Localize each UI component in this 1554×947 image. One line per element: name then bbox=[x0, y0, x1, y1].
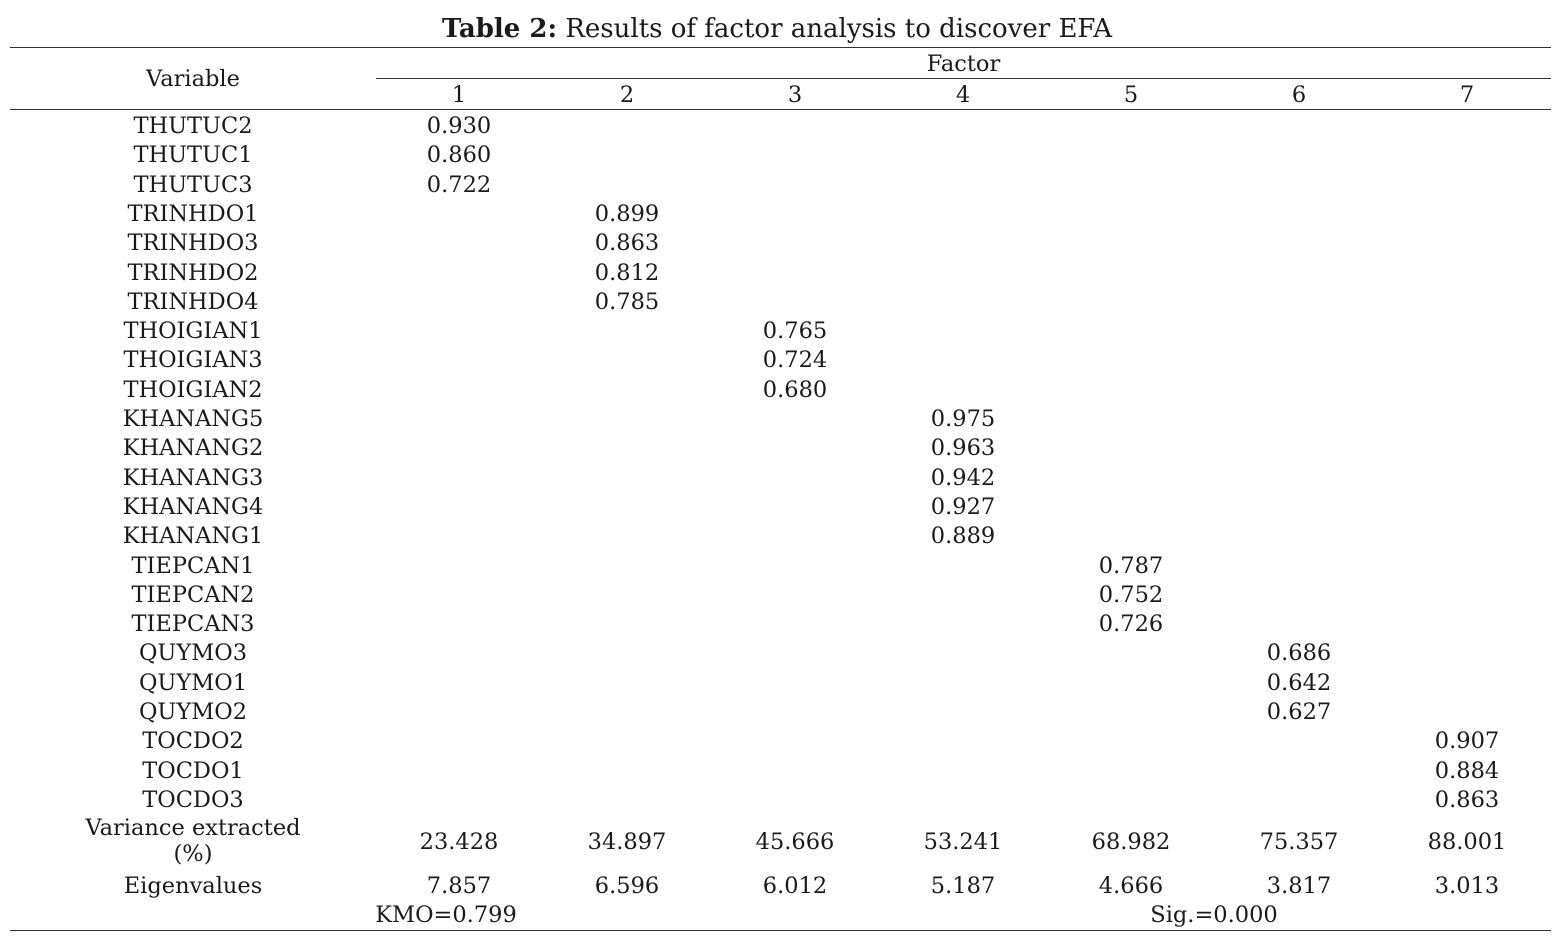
variable-name: TRINHDO3 bbox=[127, 230, 259, 256]
variable-name: THOIGIAN1 bbox=[123, 318, 263, 344]
factor-header: Factor bbox=[926, 51, 1001, 77]
variance-value: 53.241 bbox=[923, 829, 1003, 855]
variance-value: 75.357 bbox=[1259, 829, 1339, 855]
table-title: Table 2: Results of factor analysis to d… bbox=[0, 13, 1554, 45]
factor-loading: 0.765 bbox=[762, 318, 828, 344]
variable-name: TOCDO3 bbox=[142, 787, 244, 813]
eigenvalue: 4.666 bbox=[1098, 873, 1164, 899]
variable-name: THOIGIAN3 bbox=[123, 347, 263, 373]
factor-loading: 0.907 bbox=[1434, 728, 1500, 754]
factor-rule bbox=[376, 78, 1551, 79]
variable-name: THUTUC3 bbox=[133, 172, 253, 198]
variable-name: THOIGIAN2 bbox=[123, 377, 263, 403]
factor-loading: 0.785 bbox=[594, 289, 660, 315]
factor-loading: 0.860 bbox=[426, 142, 492, 168]
factor-number-3: 3 bbox=[787, 82, 803, 108]
factor-number-2: 2 bbox=[619, 82, 635, 108]
eigenvalue: 7.857 bbox=[426, 873, 492, 899]
variance-value: 34.897 bbox=[587, 829, 667, 855]
factor-loading: 0.787 bbox=[1098, 553, 1164, 579]
variance-value: 88.001 bbox=[1427, 829, 1507, 855]
kmo-value: KMO=0.799 bbox=[375, 902, 517, 928]
factor-loading: 0.963 bbox=[930, 435, 996, 461]
factor-loading: 0.930 bbox=[426, 113, 492, 139]
variable-name: QUYMO3 bbox=[138, 640, 248, 666]
variance-value: 68.982 bbox=[1091, 829, 1171, 855]
factor-loading: 0.942 bbox=[930, 465, 996, 491]
factor-loading: 0.752 bbox=[1098, 582, 1164, 608]
factor-loading: 0.642 bbox=[1266, 670, 1332, 696]
variable-name: TOCDO1 bbox=[142, 758, 244, 784]
variable-name: KHANANG4 bbox=[122, 494, 264, 520]
factor-loading: 0.812 bbox=[594, 260, 660, 286]
factor-loading: 0.680 bbox=[762, 377, 828, 403]
factor-number-6: 6 bbox=[1291, 82, 1307, 108]
variable-name: THUTUC1 bbox=[133, 142, 253, 168]
top-rule bbox=[10, 47, 1551, 48]
factor-number-4: 4 bbox=[955, 82, 971, 108]
bottom-rule bbox=[10, 930, 1551, 931]
variable-name: KHANANG3 bbox=[122, 465, 264, 491]
factor-number-5: 5 bbox=[1123, 82, 1139, 108]
variable-name: TIEPCAN2 bbox=[131, 582, 255, 608]
factor-loading: 0.889 bbox=[930, 523, 996, 549]
factor-loading: 0.686 bbox=[1266, 640, 1332, 666]
variance-value: 45.666 bbox=[755, 829, 835, 855]
factor-loading: 0.863 bbox=[594, 230, 660, 256]
eigenvalues-label: Eigenvalues bbox=[123, 873, 263, 899]
variable-name: QUYMO1 bbox=[138, 670, 248, 696]
variable-name: TRINHDO2 bbox=[127, 260, 259, 286]
factor-number-1: 1 bbox=[451, 82, 467, 108]
eigenvalue: 5.187 bbox=[930, 873, 996, 899]
factor-loading: 0.726 bbox=[1098, 611, 1164, 637]
variable-name: TIEPCAN1 bbox=[131, 553, 255, 579]
variable-name: TOCDO2 bbox=[142, 728, 244, 754]
header-bottom-rule bbox=[10, 109, 1551, 110]
variance-label-line2: (%) bbox=[173, 841, 213, 867]
eigenvalue: 3.013 bbox=[1434, 873, 1500, 899]
variance-value: 23.428 bbox=[419, 829, 499, 855]
variable-name: TRINHDO4 bbox=[127, 289, 259, 315]
table-label: Table 2: bbox=[442, 14, 558, 44]
variable-name: THUTUC2 bbox=[133, 113, 253, 139]
factor-loading: 0.899 bbox=[594, 201, 660, 227]
factor-loading: 0.722 bbox=[426, 172, 492, 198]
variable-name: KHANANG5 bbox=[122, 406, 264, 432]
factor-loading: 0.884 bbox=[1434, 758, 1500, 784]
eigenvalue: 6.012 bbox=[762, 873, 828, 899]
eigenvalue: 3.817 bbox=[1266, 873, 1332, 899]
factor-loading: 0.724 bbox=[762, 347, 828, 373]
factor-loading: 0.627 bbox=[1266, 699, 1332, 725]
variable-name: TRINHDO1 bbox=[127, 201, 259, 227]
factor-number-7: 7 bbox=[1459, 82, 1475, 108]
variance-label: Variance extracted (%) bbox=[10, 815, 376, 867]
factor-loading: 0.863 bbox=[1434, 787, 1500, 813]
variance-label-line1: Variance extracted bbox=[85, 815, 301, 841]
variable-name: QUYMO2 bbox=[138, 699, 248, 725]
eigenvalue: 6.596 bbox=[594, 873, 660, 899]
variable-header: Variable bbox=[146, 66, 240, 92]
variable-name: KHANANG1 bbox=[122, 523, 264, 549]
factor-loading: 0.975 bbox=[930, 406, 996, 432]
variable-name: TIEPCAN3 bbox=[131, 611, 255, 637]
table-caption: Results of factor analysis to discover E… bbox=[557, 14, 1112, 44]
variable-name: KHANANG2 bbox=[122, 435, 264, 461]
factor-loading: 0.927 bbox=[930, 494, 996, 520]
sig-value: Sig.=0.000 bbox=[1150, 902, 1278, 928]
